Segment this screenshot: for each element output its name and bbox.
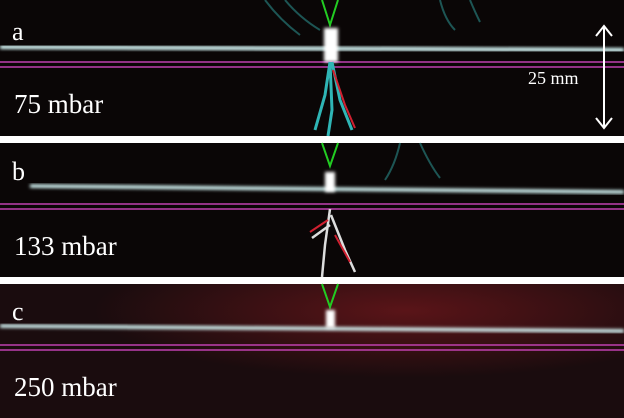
panel-letter: c <box>12 297 24 326</box>
pressure-label: 250 mbar <box>14 372 117 402</box>
panel-b: b 133 mbar <box>0 143 624 277</box>
figure: a 75 mbar 25 mm b 133 mbar c 250 mbar <box>0 0 624 418</box>
pressure-label: 133 mbar <box>14 231 117 261</box>
panel-a: a 75 mbar 25 mm <box>0 0 624 136</box>
spark <box>326 310 335 328</box>
panel-c: c 250 mbar <box>0 284 624 418</box>
scale-label: 25 mm <box>528 68 579 88</box>
spark <box>324 28 338 62</box>
panel-letter: a <box>12 17 24 46</box>
pressure-label: 75 mbar <box>14 89 103 119</box>
panel-letter: b <box>12 157 25 186</box>
spark <box>325 172 335 192</box>
